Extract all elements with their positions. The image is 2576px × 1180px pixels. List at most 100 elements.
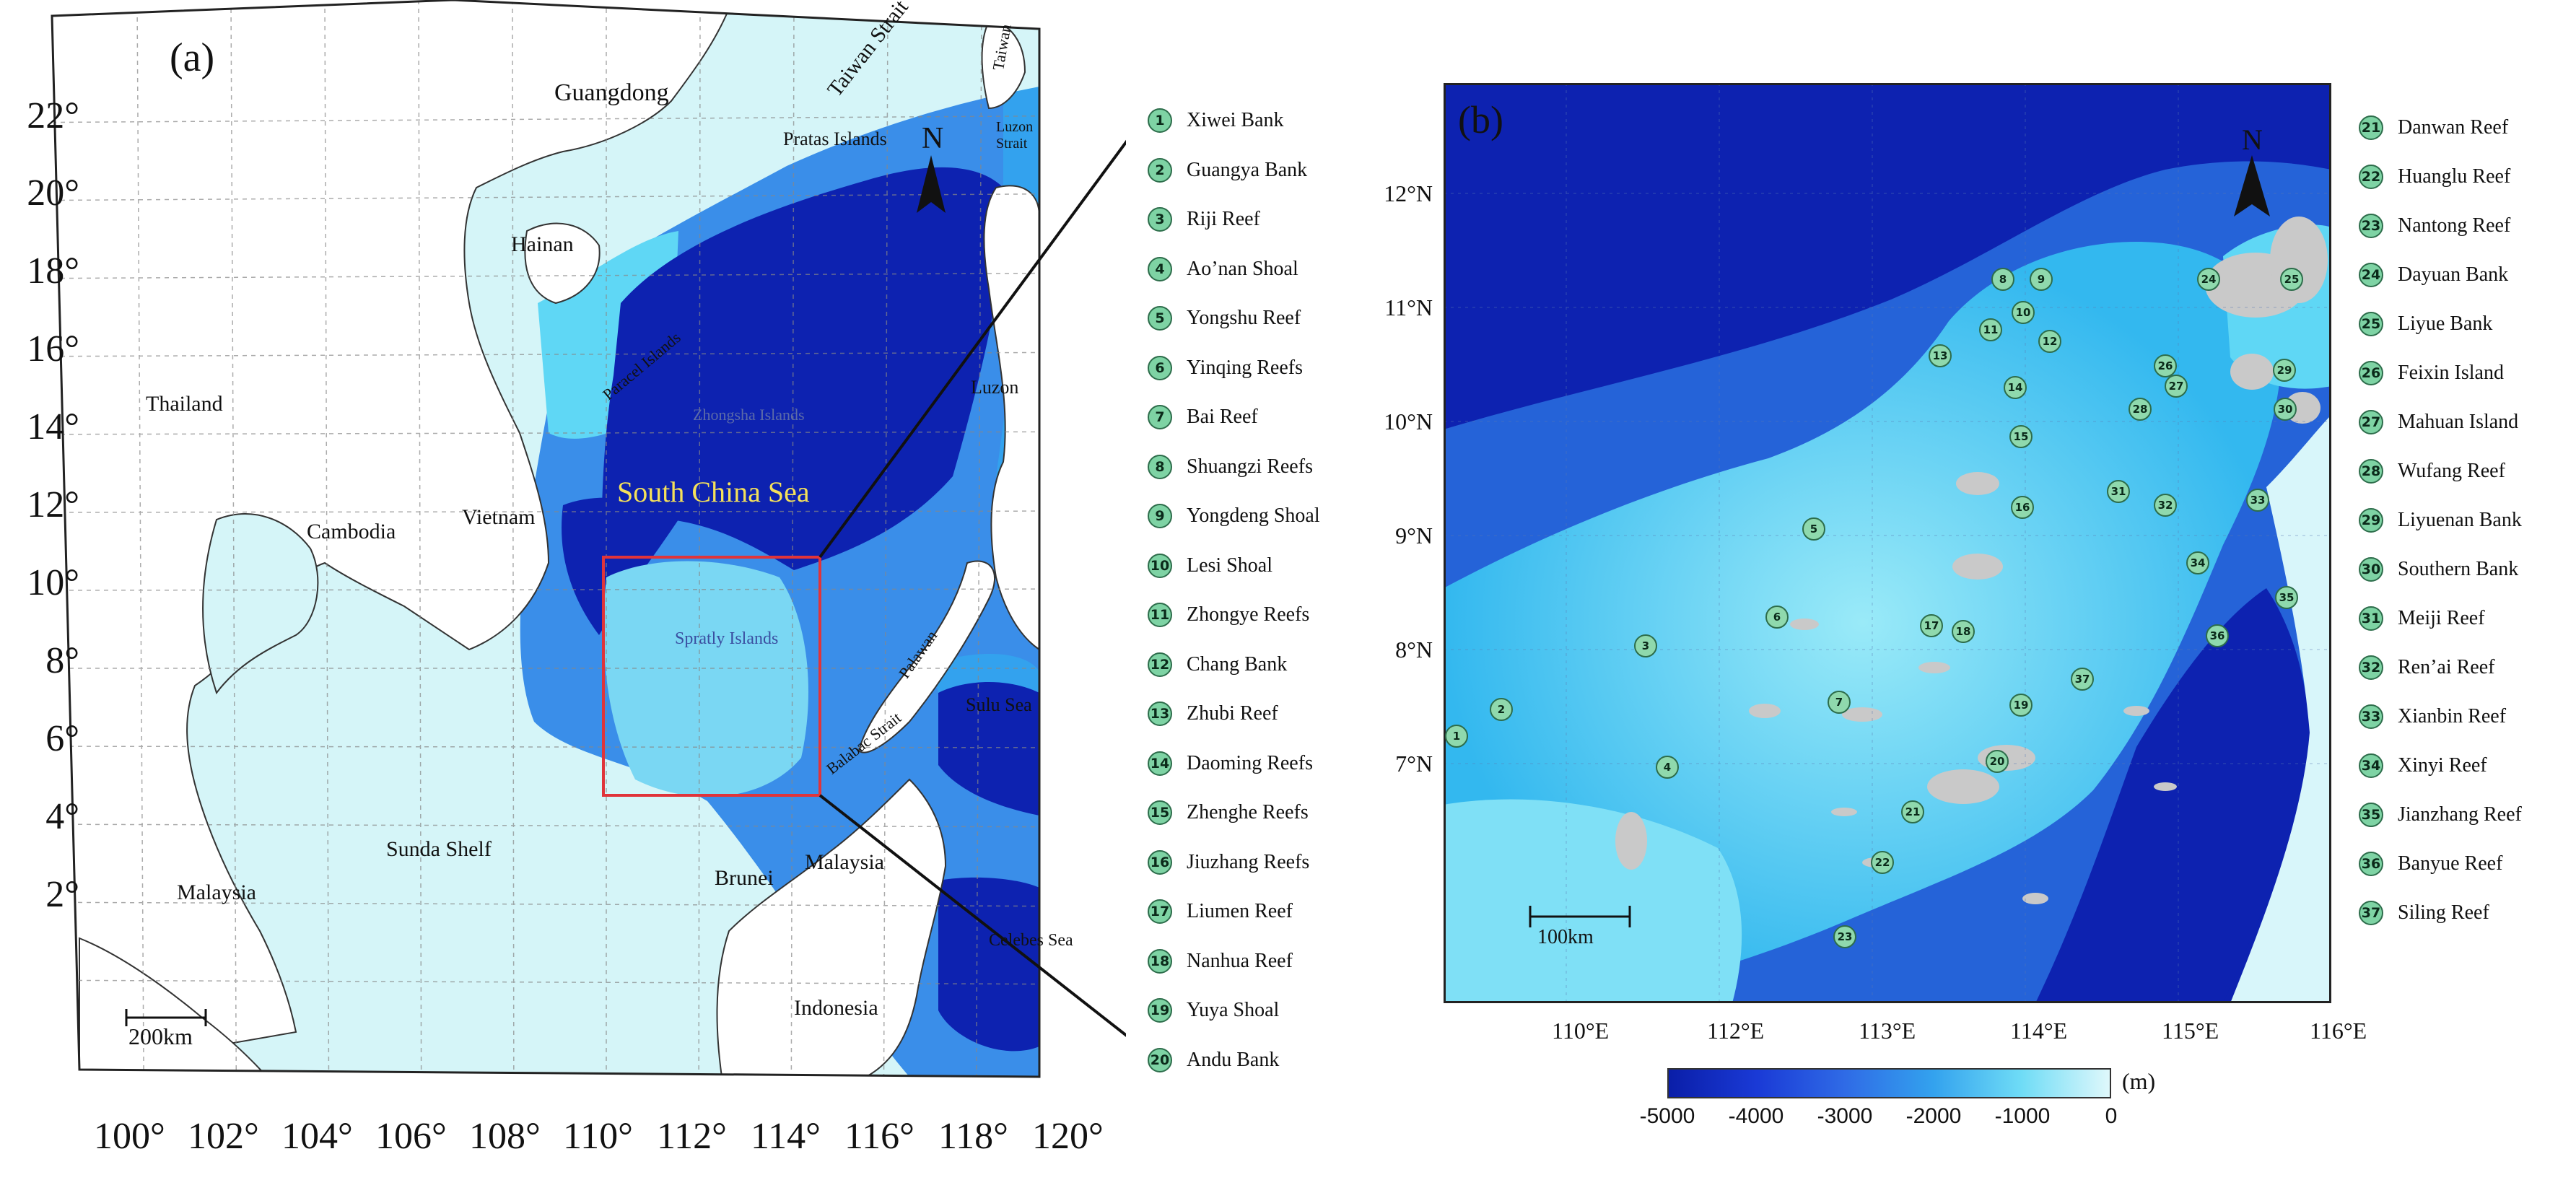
- legend-label: Jiuzhang Reefs: [1187, 850, 1310, 873]
- reef-marker: 37: [2071, 668, 2094, 691]
- gulf-of-thailand: [202, 513, 319, 695]
- legend-label: Zhubi Reef: [1187, 702, 1278, 725]
- legend-label: Liumen Reef: [1187, 900, 1293, 922]
- lat-label: 11°N: [1384, 294, 1433, 320]
- legend-item: 18 Nanhua Reef: [1148, 945, 1293, 977]
- reef-marker: 17: [1920, 614, 1943, 637]
- graticule-a: [52, 0, 1039, 1077]
- lat-label: 14°: [27, 406, 79, 447]
- land-mainland: [52, 0, 730, 1071]
- label-thailand: Thailand: [146, 392, 223, 416]
- legend-item: 10 Lesi Shoal: [1148, 550, 1272, 582]
- scale-label-a: 200km: [128, 1023, 193, 1049]
- north-arrow-b: [2234, 155, 2270, 217]
- legend-marker: 37: [2359, 901, 2383, 925]
- legend-item: 8 Shuangzi Reefs: [1148, 451, 1313, 483]
- label-brunei: Brunei: [715, 866, 774, 890]
- legend-item: 1 Xiwei Bank: [1148, 105, 1284, 136]
- lon-label: 112°: [657, 1116, 727, 1157]
- legend-marker: 18: [1148, 948, 1172, 974]
- legend-label: Jianzhang Reef: [2398, 803, 2522, 826]
- reef-marker: 29: [2273, 359, 2296, 382]
- legend-label: Meiji Reef: [2398, 607, 2485, 629]
- legend-label: Yongdeng Shoal: [1187, 504, 1320, 527]
- reef-marker: 10: [2012, 301, 2035, 324]
- lon-label: 114°: [751, 1116, 821, 1157]
- lon-label: 108°: [469, 1116, 541, 1157]
- legend-item: 26 Feixin Island: [2359, 357, 2504, 389]
- sulu-sea-rim: [931, 654, 1039, 693]
- lat-label: 2°: [45, 874, 79, 915]
- panel-b: (b) N 100km 1 2 3 4 5 6 7 8 9 10 11 12 13 14 15 16 17 18 1…: [1444, 83, 2331, 1003]
- lat-label: 8°N: [1395, 637, 1433, 663]
- label-indonesia: Indonesia: [794, 996, 878, 1020]
- north-label-a: N: [922, 122, 944, 155]
- lat-label: 9°N: [1395, 523, 1433, 549]
- colorbar: (m) -5000 -4000 -3000 -2000 -1000 0: [1640, 1068, 2155, 1148]
- lat-label: 7°N: [1395, 751, 1433, 777]
- legend-marker: 23: [2359, 214, 2383, 238]
- legend-label: Feixin Island: [2398, 362, 2504, 384]
- legend-item: 2 Guangya Bank: [1148, 154, 1307, 186]
- lat-label: 22°: [27, 95, 79, 136]
- reef-marker: 32: [2154, 494, 2177, 517]
- lat-label: 20°: [27, 172, 79, 214]
- legend-item: 24 Dayuan Bank: [2359, 259, 2508, 291]
- panel-b-map: [1444, 83, 2331, 1003]
- reef-marker: 21: [1901, 800, 1924, 823]
- legend-label: Yongshu Reef: [1187, 307, 1301, 329]
- legend-label: Liyue Bank: [2398, 313, 2493, 335]
- lat-label: 16°: [27, 328, 79, 370]
- lon-label: 118°: [938, 1116, 1008, 1157]
- legend-item: 34 Xinyi Reef: [2359, 750, 2487, 782]
- legend-marker: 12: [1148, 652, 1172, 677]
- reef-marker: 24: [2197, 268, 2220, 291]
- legend-item: 29 Liyuenan Bank: [2359, 504, 2522, 536]
- lon-label: 102°: [188, 1116, 259, 1157]
- legend-item: 19 Yuya Shoal: [1148, 995, 1279, 1026]
- legend-marker: 25: [2359, 312, 2383, 336]
- reef-marker: 27: [2165, 375, 2188, 398]
- reef-marker: 25: [2280, 268, 2303, 291]
- reef-marker: 26: [2154, 354, 2177, 377]
- legend-label: Ao’nan Shoal: [1187, 257, 1298, 280]
- legend-item: 7 Bai Reef: [1148, 401, 1258, 433]
- study-area-box: [602, 556, 821, 797]
- legend-label: Andu Bank: [1187, 1048, 1280, 1071]
- shallow-shelf-b: [1444, 242, 2282, 1003]
- colorbar-tick: -1000: [1994, 1104, 2051, 1128]
- panel-a-map: [51, 0, 1126, 1078]
- sulu-sea: [938, 673, 1039, 816]
- legend-label: Dayuan Bank: [2398, 263, 2509, 286]
- legend-item: 31 Meiji Reef: [2359, 603, 2485, 634]
- legend-label: Liyuenan Bank: [2398, 509, 2522, 531]
- reef-marker: 13: [1929, 344, 1952, 367]
- lon-label: 110°: [563, 1116, 633, 1157]
- legend-label: Xiwei Bank: [1187, 109, 1284, 131]
- legend-label: Siling Reef: [2398, 901, 2489, 924]
- legend-marker: 15: [1148, 800, 1172, 825]
- deep-basin: [601, 167, 1005, 635]
- legend-item: 30 Southern Bank: [2359, 554, 2518, 585]
- panel-a-frame: [51, 0, 1041, 1078]
- label-luzon-strait: Luzon Strait: [996, 119, 1034, 152]
- lat-label: 18°: [27, 250, 79, 292]
- legend-marker: 35: [2359, 803, 2383, 827]
- legend-label: Danwan Reef: [2398, 116, 2509, 139]
- lon-label: 115°E: [2162, 1018, 2219, 1044]
- legend-marker: 5: [1148, 306, 1172, 331]
- reef-marker: 9: [2030, 268, 2053, 291]
- legend-marker: 29: [2359, 508, 2383, 533]
- legend-item: 35 Jianzhang Reef: [2359, 799, 2522, 831]
- legend-item: 11 Zhongye Reefs: [1148, 599, 1309, 631]
- legend-marker: 10: [1148, 553, 1172, 578]
- legend-marker: 22: [2359, 165, 2383, 189]
- reef-marker: 14: [2004, 376, 2027, 399]
- legend-label: Xianbin Reef: [2398, 705, 2507, 727]
- reef-marker: 3: [1634, 634, 1657, 657]
- legend-item: 22 Huanglu Reef: [2359, 161, 2510, 193]
- legend-marker: 2: [1148, 157, 1172, 183]
- legend-item: 28 Wufang Reef: [2359, 455, 2505, 487]
- legend-label: Yinqing Reefs: [1187, 356, 1303, 379]
- legend-marker: 1: [1148, 108, 1172, 133]
